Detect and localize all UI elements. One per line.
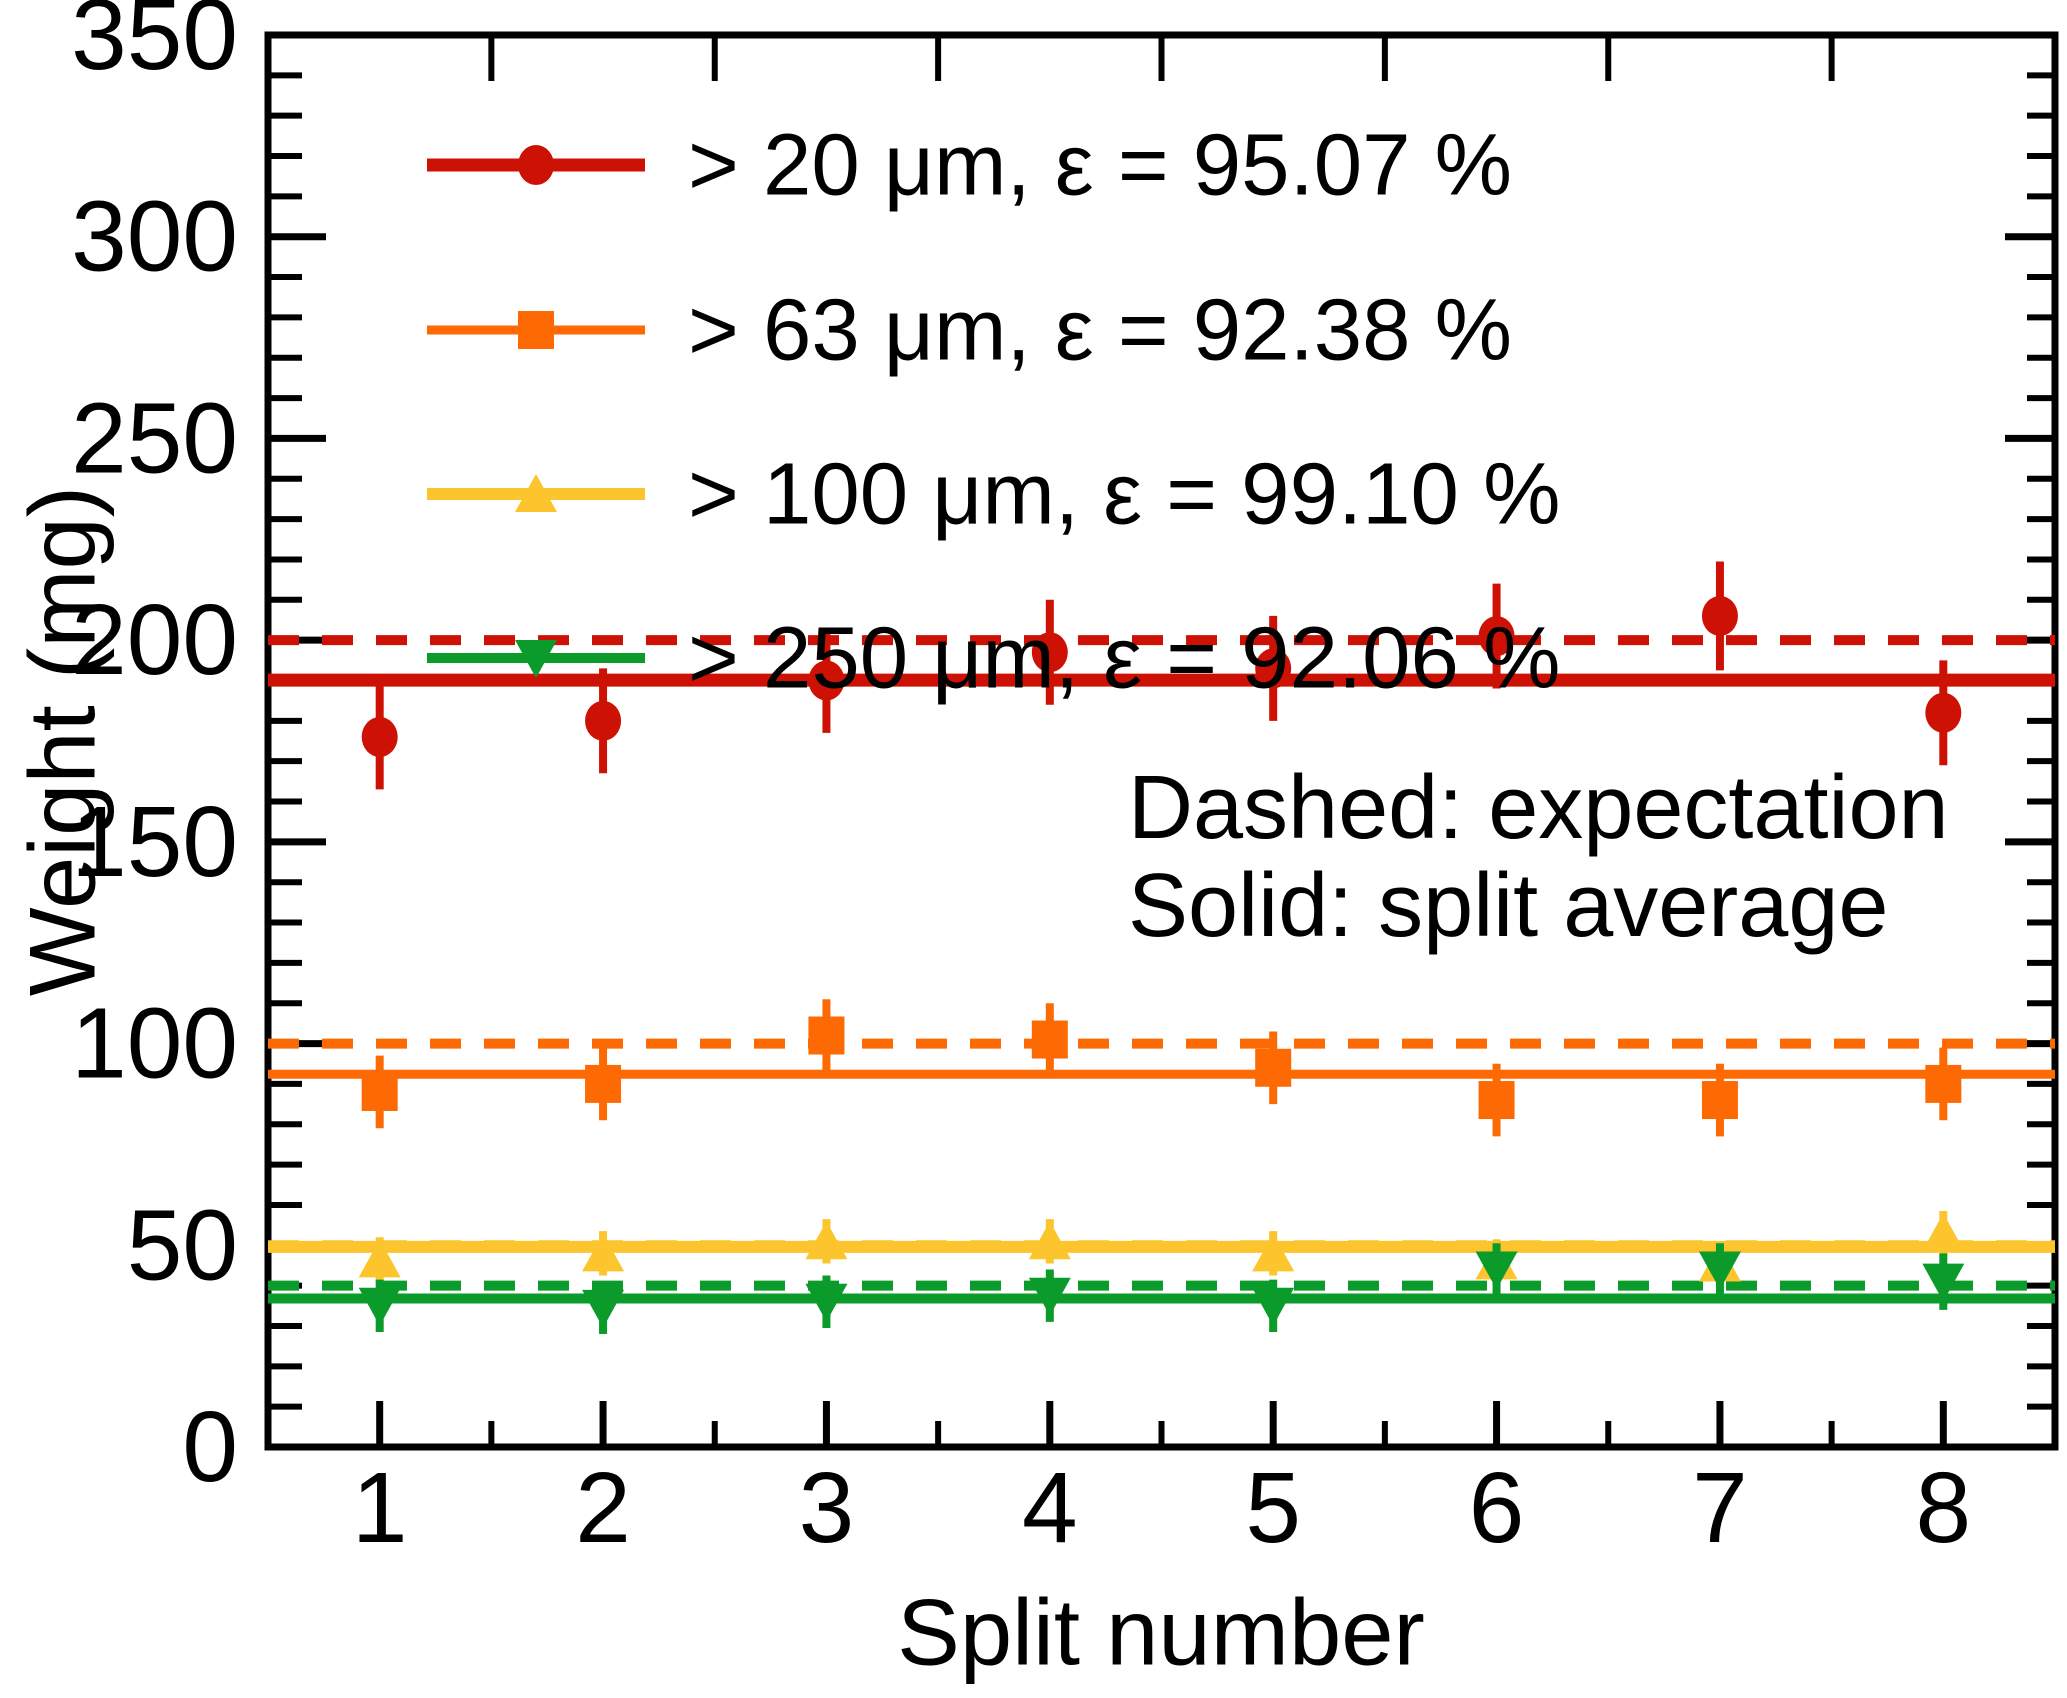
legend-item: > 100 μm, ε = 99.10 %: [427, 446, 1560, 543]
data-point-circle: [1925, 692, 1962, 733]
x-tick-label: 2: [575, 1452, 631, 1564]
x-tick-label: 1: [352, 1452, 408, 1564]
x-axis-label: Split number: [897, 1580, 1425, 1685]
data-point-square: [1925, 1064, 1962, 1103]
data-point-triangle-down: [1698, 1251, 1741, 1290]
data-point-square: [808, 1016, 845, 1055]
data-point-circle: [808, 660, 845, 701]
data-point-triangle-down: [515, 640, 557, 678]
y-axis-label: Weight (mg): [10, 486, 115, 996]
data-point-triangle-down: [1475, 1251, 1518, 1290]
y-tick-label: 250: [71, 382, 238, 494]
y-tick-label: 350: [71, 0, 238, 91]
data-point-circle: [1478, 616, 1515, 657]
plot-frame: [264, 31, 2059, 1451]
y-tick-label: 0: [182, 1391, 238, 1503]
legend-item: > 20 μm, ε = 95.07 %: [427, 117, 1512, 214]
data-point-triangle-up: [805, 1221, 848, 1260]
data-point-circle: [585, 700, 622, 741]
data-point-square: [1255, 1048, 1292, 1087]
data-point-circle: [1031, 632, 1068, 673]
y-tick-label: 150: [71, 786, 238, 898]
data-point-triangle-up: [515, 474, 557, 512]
x-tick-label: 3: [799, 1452, 855, 1564]
data-point-square: [1478, 1081, 1515, 1120]
x-tick-label: 8: [1916, 1452, 1972, 1564]
x-tick-label: 7: [1692, 1452, 1748, 1564]
legend: > 20 μm, ε = 95.07 % > 63 μm, ε = 92.38 %…: [427, 117, 1560, 707]
data-point-triangle-down: [1252, 1287, 1295, 1326]
annotation-solid: Solid: split average: [1128, 856, 1888, 956]
data-point-circle: [361, 716, 398, 757]
data-point-square: [1031, 1020, 1068, 1059]
legend-item-label: > 250 μm, ε = 92.06 %: [688, 610, 1560, 707]
data-point-triangle-up: [1028, 1221, 1071, 1260]
data-point-triangle-up: [1922, 1213, 1965, 1252]
tick-labels: 0 50 100 150 200 250 300 350 1 2 3 4 5 6 7 8: [71, 0, 1971, 1564]
data-point-triangle-down: [1922, 1263, 1965, 1302]
data-point-square: [361, 1072, 398, 1111]
series-1-points: [361, 561, 1962, 790]
data-point-square: [518, 311, 554, 349]
x-tick-label: 4: [1022, 1452, 1078, 1564]
y-tick-label: 300: [71, 181, 238, 293]
x-tick-label: 6: [1469, 1452, 1525, 1564]
series-reference-lines: [268, 635, 2055, 1304]
data-point-triangle-down: [805, 1283, 848, 1322]
data-point-triangle-down: [1028, 1277, 1071, 1316]
annotation-dashed: Dashed: expectation: [1128, 758, 1949, 858]
legend-item-label: > 63 μm, ε = 92.38 %: [688, 282, 1512, 379]
series-4-points: [358, 1243, 1965, 1335]
series-2-points: [361, 999, 1962, 1137]
data-point-square: [585, 1064, 622, 1103]
y-tick-label: 50: [127, 1189, 238, 1301]
x-tick-label: 5: [1245, 1452, 1301, 1564]
data-point-triangle-down: [582, 1289, 625, 1328]
legend-item-label: > 100 μm, ε = 99.10 %: [688, 446, 1560, 543]
data-point-circle: [518, 145, 554, 185]
data-point-square: [1701, 1081, 1738, 1120]
data-point-triangle-up: [358, 1239, 401, 1278]
data-point-triangle-down: [358, 1287, 401, 1326]
data-point-triangle-up: [1252, 1233, 1295, 1272]
legend-item-label: > 20 μm, ε = 95.07 %: [688, 117, 1512, 214]
y-tick-label: 200: [71, 584, 238, 696]
legend-item: > 63 μm, ε = 92.38 %: [427, 282, 1512, 379]
data-point-circle: [1255, 648, 1292, 689]
series-data-points: [358, 561, 1965, 1335]
data-point-triangle-up: [582, 1233, 625, 1272]
legend-item: > 250 μm, ε = 92.06 %: [427, 610, 1560, 707]
y-tick-label: 100: [71, 988, 238, 1100]
axes-ticks: [264, 31, 2059, 1451]
data-point-circle: [1701, 595, 1738, 636]
